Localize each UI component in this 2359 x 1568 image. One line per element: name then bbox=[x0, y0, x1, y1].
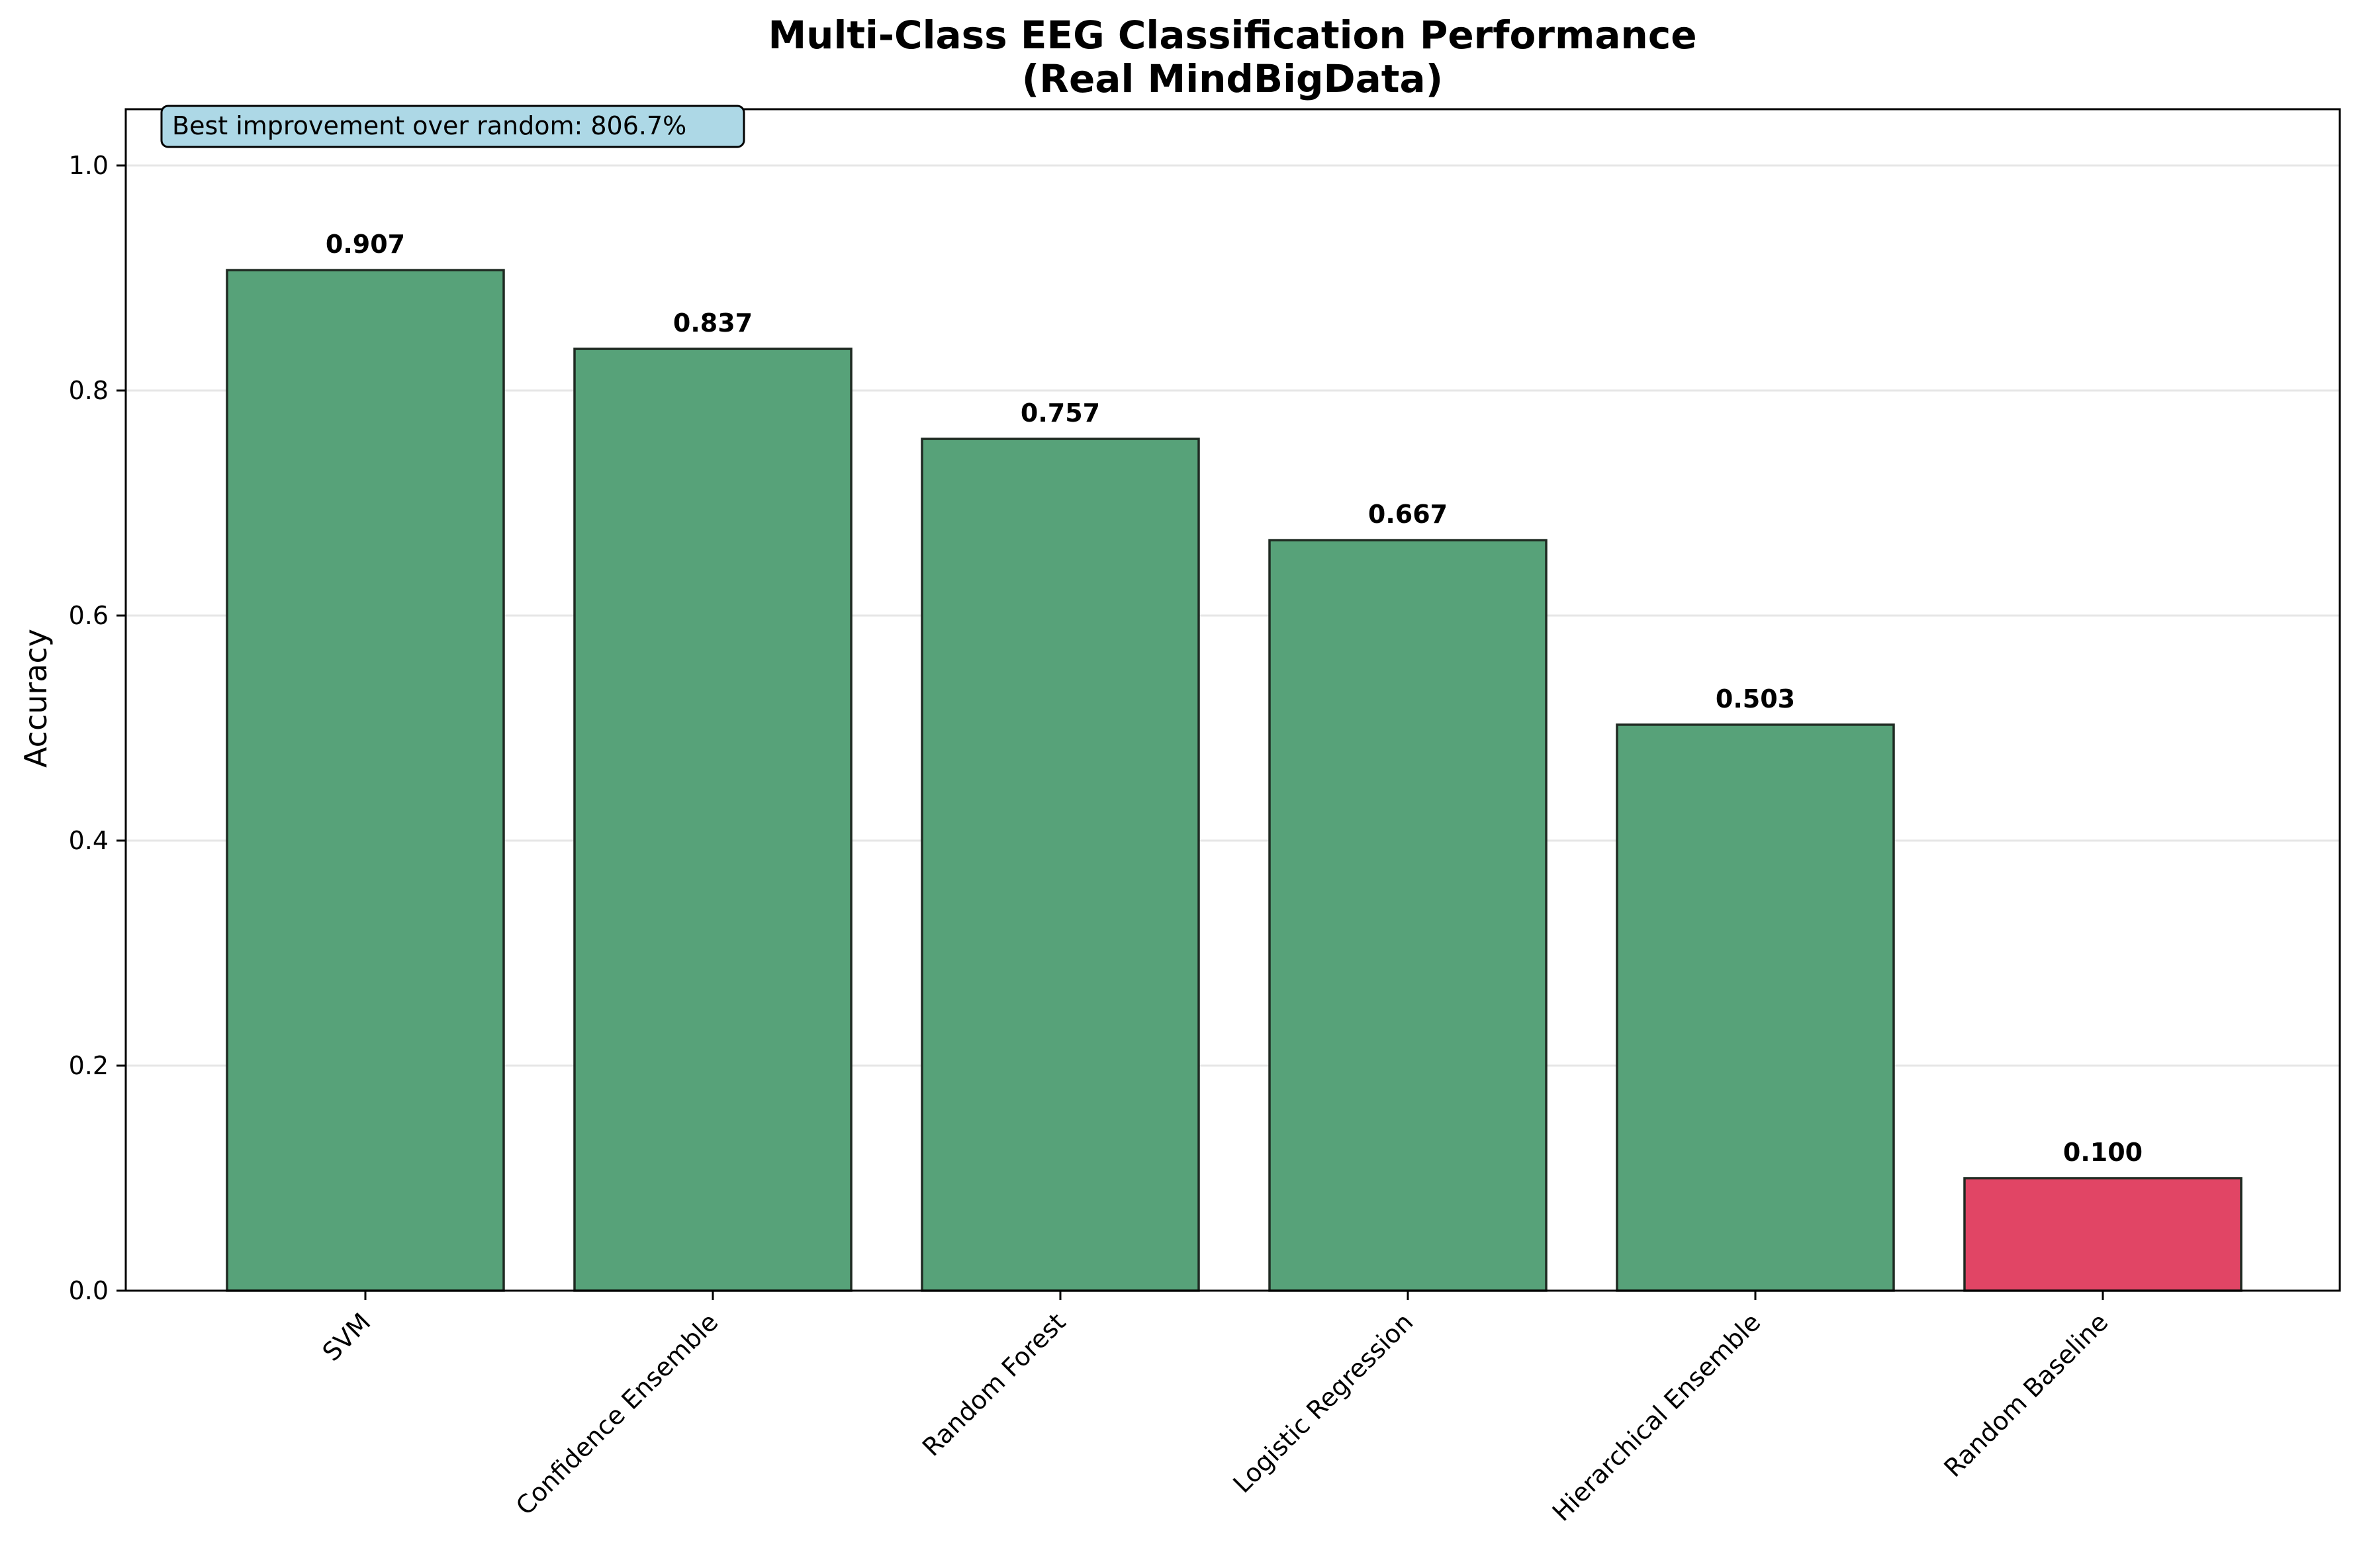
bar-value-label: 0.100 bbox=[2063, 1138, 2143, 1167]
y-tick-label: 0.6 bbox=[69, 601, 109, 630]
x-axis-ticks: SVM Confidence Ensemble Random Forest Logis… bbox=[317, 1291, 2114, 1527]
annotation-background bbox=[160, 105, 745, 148]
y-tick-label: 0.2 bbox=[69, 1051, 109, 1080]
y-axis-ticks: 0.0 0.2 0.4 0.6 0.8 1.0 bbox=[69, 151, 126, 1305]
bar-logistic-regression bbox=[1268, 539, 1548, 1292]
y-tick-label: 1.0 bbox=[69, 151, 109, 180]
bar-value-label: 0.837 bbox=[673, 308, 753, 338]
annotation-text: Best improvement over random: 806.7% bbox=[172, 111, 686, 140]
y-axis-label: Accuracy bbox=[18, 629, 54, 768]
bar-hierarchical-ensemble bbox=[1616, 723, 1895, 1292]
x-tick-label: Random Baseline bbox=[1939, 1307, 2114, 1483]
bar-value-label: 0.907 bbox=[326, 230, 405, 259]
bar-random-forest bbox=[921, 438, 1200, 1292]
bar-layer bbox=[226, 269, 2243, 1292]
bar-confidence-ensemble bbox=[573, 347, 853, 1292]
x-tick-label: SVM bbox=[317, 1307, 377, 1367]
x-tick-label: Random Forest bbox=[917, 1307, 1071, 1461]
value-label-layer: 0.907 0.837 0.757 0.667 0.503 0.100 bbox=[326, 230, 2143, 1167]
y-tick-label: 0.0 bbox=[69, 1276, 109, 1305]
bar-value-label: 0.503 bbox=[1716, 684, 1795, 714]
y-tick-label: 0.8 bbox=[69, 376, 109, 405]
x-tick-label: Confidence Ensemble bbox=[510, 1307, 724, 1521]
chart-subtitle: (Real MindBigData) bbox=[1022, 56, 1443, 101]
bar-value-label: 0.667 bbox=[1368, 500, 1448, 529]
bar-value-label: 0.757 bbox=[1021, 398, 1100, 428]
y-tick-label: 0.4 bbox=[69, 826, 109, 855]
x-tick-label: Logistic Regression bbox=[1227, 1307, 1418, 1499]
bar-random-baseline bbox=[1963, 1177, 2243, 1292]
annotation-box: Best improvement over random: 806.7% bbox=[160, 105, 745, 148]
x-tick-label: Hierarchical Ensemble bbox=[1547, 1307, 1767, 1527]
plot-frame bbox=[124, 108, 2341, 1292]
bar-svm bbox=[226, 269, 505, 1292]
chart-title: Multi-Class EEG Classification Performan… bbox=[768, 13, 1696, 58]
